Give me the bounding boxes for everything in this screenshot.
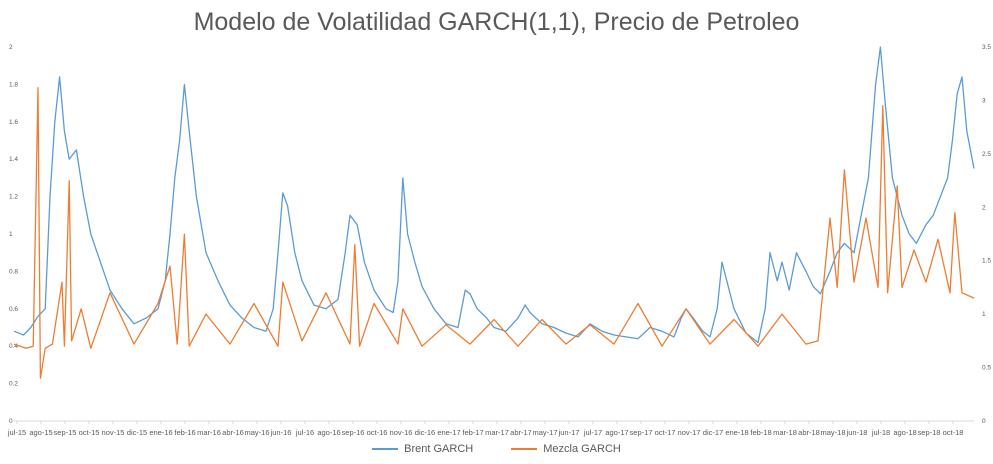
right-y-tick-label: 3.5 — [982, 44, 991, 51]
x-tick-label: dic-15 — [127, 428, 147, 437]
legend-swatch-mezcla — [511, 448, 538, 450]
left-y-tick-label: 1 — [9, 231, 13, 238]
left-y-tick-label: 0.8 — [9, 268, 18, 275]
x-axis: jul-15 ago-15 sep-15 oct-15 nov-15 dic-15 ene-… — [7, 421, 964, 437]
x-tick-label: nov-15 — [102, 428, 125, 437]
right-y-axis: 0 0.5 1 1.5 2 2.5 3 3.5 — [982, 44, 991, 425]
right-y-tick-label: 3 — [982, 97, 986, 104]
x-tick-label: oct-18 — [943, 428, 964, 437]
legend-item-mezcla: Mezcla GARCH — [511, 443, 621, 455]
right-y-tick-label: 0.5 — [982, 365, 991, 372]
x-tick-label: jul-16 — [295, 428, 314, 437]
series-line-brent-garch — [13, 46, 975, 344]
left-y-tick-label: 1.4 — [9, 156, 18, 163]
x-tick-label: nov-16 — [390, 428, 413, 437]
x-tick-label: abr-18 — [798, 428, 820, 437]
x-tick-label: feb-16 — [174, 428, 195, 437]
left-y-tick-label: 0.2 — [9, 381, 18, 388]
right-y-tick-label: 1 — [982, 311, 986, 318]
x-tick-label: ago-15 — [29, 428, 52, 437]
right-y-tick-label: 1.5 — [982, 258, 991, 265]
x-tick-label: feb-17 — [462, 428, 483, 437]
x-tick-label: jul-15 — [7, 428, 26, 437]
x-tick-label: oct-15 — [79, 428, 100, 437]
x-tick-label: ene-18 — [725, 428, 748, 437]
x-tick-label: may-17 — [532, 428, 557, 437]
x-tick-label: ago-18 — [893, 428, 916, 437]
legend-label-brent: Brent GARCH — [404, 443, 474, 455]
legend: Brent GARCH Mezcla GARCH — [0, 443, 993, 455]
x-tick-label: oct-16 — [367, 428, 388, 437]
left-y-tick-label: 1.6 — [9, 119, 18, 126]
x-tick-label: ago-16 — [317, 428, 340, 437]
x-tick-label: sep-16 — [342, 428, 365, 437]
right-y-tick-label: 2 — [982, 204, 986, 211]
x-tick-label: abr-17 — [510, 428, 532, 437]
left-y-tick-label: 0.6 — [9, 306, 18, 313]
x-tick-label: nov-17 — [678, 428, 701, 437]
x-tick-label: ene-16 — [149, 428, 172, 437]
x-tick-label: mar-18 — [773, 428, 797, 437]
series-layer — [13, 46, 975, 379]
chart-title: Modelo de Volatilidad GARCH(1,1), Precio… — [193, 8, 800, 36]
x-tick-label: ago-17 — [605, 428, 628, 437]
x-tick-label: ene-17 — [437, 428, 460, 437]
series-line-mezcla-garch — [13, 86, 975, 379]
right-y-tick-label: 2.5 — [982, 151, 991, 158]
x-tick-label: mar-16 — [197, 428, 221, 437]
left-y-tick-label: 1.2 — [9, 194, 18, 201]
x-tick-label: jun-17 — [558, 428, 580, 437]
left-y-tick-label: 2 — [9, 44, 13, 51]
x-tick-label: jul-18 — [871, 428, 890, 437]
x-tick-label: oct-17 — [655, 428, 676, 437]
x-tick-label: may-18 — [820, 428, 845, 437]
x-tick-label: sep-17 — [630, 428, 653, 437]
x-tick-label: dic-16 — [415, 428, 435, 437]
left-y-tick-label: 0.4 — [9, 343, 18, 350]
x-tick-label: jul-17 — [583, 428, 602, 437]
x-tick-label: jun-16 — [270, 428, 292, 437]
x-tick-label: jun-18 — [846, 428, 868, 437]
x-tick-label: sep-18 — [918, 428, 941, 437]
x-tick-label: abr-16 — [222, 428, 244, 437]
legend-label-mezcla: Mezcla GARCH — [543, 443, 621, 455]
x-tick-label: may-16 — [244, 428, 269, 437]
x-tick-label: sep-15 — [54, 428, 77, 437]
legend-swatch-brent — [372, 448, 399, 450]
left-y-tick-label: 0 — [9, 418, 13, 425]
x-tick-label: dic-17 — [703, 428, 723, 437]
x-tick-label: mar-17 — [485, 428, 509, 437]
left-y-axis: 0 0.2 0.4 0.6 0.8 1 1.2 1.4 1.6 1.8 2 — [9, 44, 18, 425]
right-y-tick-label: 0 — [982, 418, 986, 425]
left-y-tick-label: 1.8 — [9, 81, 18, 88]
legend-item-brent: Brent GARCH — [372, 443, 473, 455]
x-tick-label: feb-18 — [750, 428, 771, 437]
